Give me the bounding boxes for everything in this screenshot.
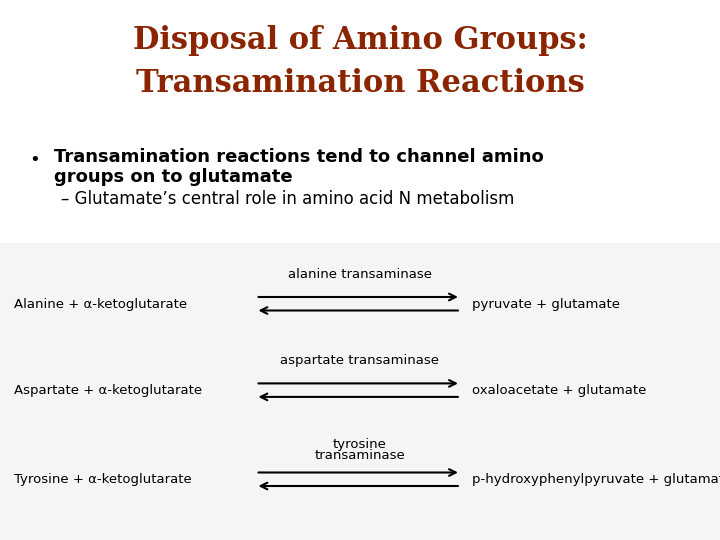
Text: Aspartate + α-ketoglutarate: Aspartate + α-ketoglutarate xyxy=(14,384,202,397)
Text: tyrosine: tyrosine xyxy=(333,438,387,451)
FancyBboxPatch shape xyxy=(0,243,720,540)
Text: Alanine + α-ketoglutarate: Alanine + α-ketoglutarate xyxy=(14,298,187,310)
Text: •: • xyxy=(29,151,40,169)
Text: oxaloacetate + glutamate: oxaloacetate + glutamate xyxy=(472,384,646,397)
Text: groups on to glutamate: groups on to glutamate xyxy=(54,168,292,186)
Text: – Glutamate’s central role in amino acid N metabolism: – Glutamate’s central role in amino acid… xyxy=(61,190,515,208)
Text: Transamination reactions tend to channel amino: Transamination reactions tend to channel… xyxy=(54,148,544,166)
Text: Transamination Reactions: Transamination Reactions xyxy=(135,68,585,99)
Text: aspartate transaminase: aspartate transaminase xyxy=(281,354,439,367)
Text: p-hydroxyphenylpyruvate + glutamate: p-hydroxyphenylpyruvate + glutamate xyxy=(472,473,720,486)
Text: alanine transaminase: alanine transaminase xyxy=(288,268,432,281)
Text: transaminase: transaminase xyxy=(315,449,405,462)
Text: Disposal of Amino Groups:: Disposal of Amino Groups: xyxy=(132,25,588,56)
Text: pyruvate + glutamate: pyruvate + glutamate xyxy=(472,298,620,310)
Text: Tyrosine + α-ketoglutarate: Tyrosine + α-ketoglutarate xyxy=(14,473,192,486)
